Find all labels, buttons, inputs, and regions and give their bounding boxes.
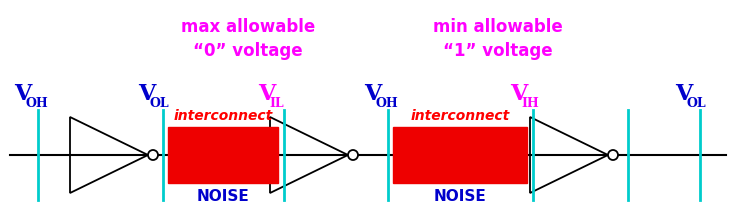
Bar: [393, 127, 527, 183]
Text: V: V: [258, 83, 275, 105]
Text: OL: OL: [149, 97, 169, 110]
Text: interconnect: interconnect: [174, 109, 272, 123]
Text: interconnect: interconnect: [411, 109, 509, 123]
Text: max allowable: max allowable: [181, 18, 315, 36]
Text: IL: IL: [269, 97, 284, 110]
Text: OH: OH: [25, 97, 48, 110]
Text: V: V: [138, 83, 155, 105]
Text: “0” voltage: “0” voltage: [193, 42, 302, 60]
Text: V: V: [675, 83, 693, 105]
Bar: [168, 127, 278, 183]
Text: NOISE: NOISE: [434, 189, 486, 204]
Circle shape: [148, 150, 158, 160]
Circle shape: [348, 150, 358, 160]
Circle shape: [608, 150, 618, 160]
Text: V: V: [14, 83, 32, 105]
Text: OH: OH: [375, 97, 398, 110]
Text: V: V: [364, 83, 381, 105]
Text: min allowable: min allowable: [433, 18, 563, 36]
Text: IH: IH: [521, 97, 539, 110]
Text: V: V: [510, 83, 528, 105]
Text: “1” voltage: “1” voltage: [443, 42, 553, 60]
Text: NOISE: NOISE: [197, 189, 250, 204]
Text: OL: OL: [686, 97, 706, 110]
